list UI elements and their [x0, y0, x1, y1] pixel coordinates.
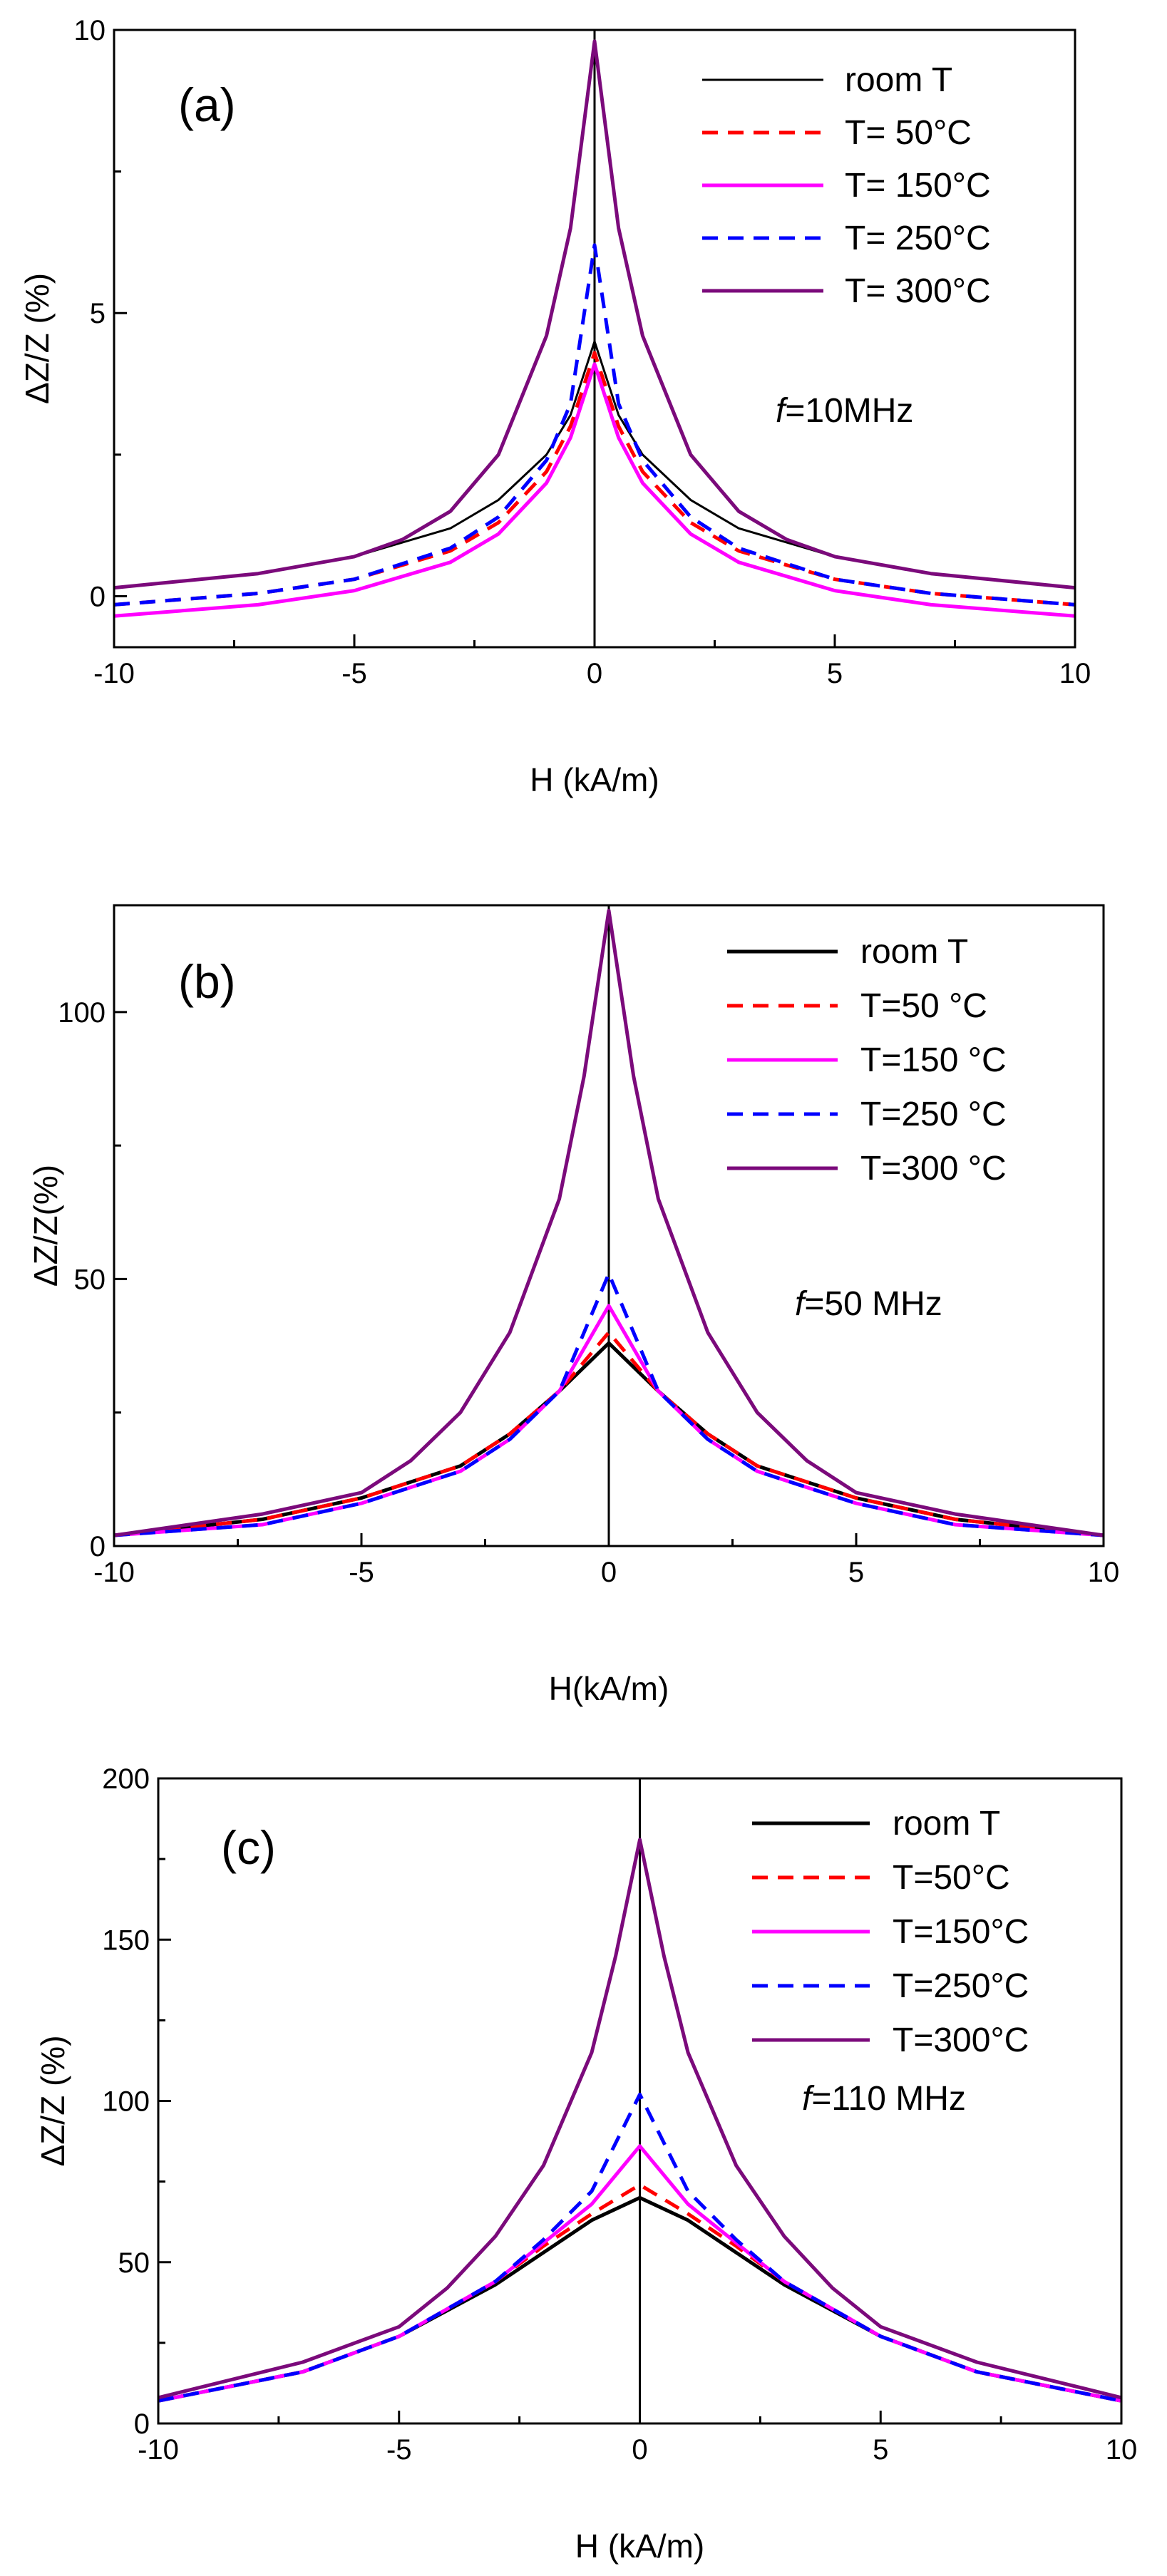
legend-label-2: T=50 °C	[860, 987, 987, 1025]
x-tick-label: 5	[873, 2434, 888, 2466]
y-axis-title: ΔZ/Z (%)	[19, 273, 56, 404]
y-tick-label: 200	[102, 1763, 150, 1795]
legend: room T T= 50°C T= 150°C T= 250°C T= 300°C	[702, 61, 991, 310]
y-tick-label: 150	[102, 1925, 150, 1956]
y-tick-label: 5	[90, 298, 106, 329]
y-tick-label: 0	[134, 2408, 150, 2440]
series-line-5	[114, 909, 1104, 1537]
series-line-4	[114, 243, 1075, 607]
legend-label-1: room T	[845, 61, 952, 99]
legend-label-3: T=150 °C	[860, 1041, 1007, 1079]
legend-label-2: T= 50°C	[845, 114, 972, 152]
legend-label-5: T= 300°C	[845, 272, 991, 310]
x-tick-label: -5	[349, 1557, 374, 1588]
y-tick-label: 50	[74, 1264, 106, 1295]
series-group	[158, 1838, 1121, 2403]
x-tick-label: 10	[1106, 2434, 1138, 2466]
legend-label-4: T=250°C	[893, 1967, 1029, 2005]
frequency-label: f=110 MHz	[802, 2080, 966, 2118]
legend: room T T=50°C T=150°C T=250°C T=300°C	[752, 1805, 1029, 2059]
y-axis-title: ΔZ/Z(%)	[27, 1165, 64, 1287]
x-tick-label: -5	[341, 658, 367, 689]
x-tick-label: 0	[632, 2434, 647, 2466]
x-tick-label: -10	[138, 2434, 179, 2466]
x-axis-title: H(kA/m)	[549, 1670, 669, 1707]
legend-label-5: T=300°C	[893, 2021, 1029, 2059]
series-line-2	[114, 351, 1075, 607]
chart-panel-a: -10 -5 0 5 10 0 5 10 H (kA/m) ΔZ/Z (%) (a) room T T=…	[19, 15, 1091, 798]
legend-label-4: T=250 °C	[860, 1096, 1007, 1133]
frequency-value: =10MHz	[785, 392, 913, 430]
y-tick-label: 100	[58, 997, 106, 1029]
y-tick-label: 0	[90, 581, 106, 612]
panel-label: (b)	[178, 955, 236, 1008]
legend-label-3: T=150°C	[893, 1913, 1029, 1951]
panel-label: (a)	[178, 78, 236, 131]
frequency-value: =110 MHz	[811, 2080, 966, 2118]
x-tick-label: -10	[93, 1557, 135, 1588]
x-tick-label: 10	[1059, 658, 1091, 689]
x-tick-label: 0	[587, 658, 602, 689]
x-axis-title: H (kA/m)	[575, 2528, 704, 2565]
y-tick-label: 10	[74, 15, 106, 46]
y-tick-label: 100	[102, 2086, 150, 2118]
frequency-value: =50 MHz	[804, 1285, 942, 1323]
series-line-4	[158, 2092, 1121, 2403]
x-axis-title: H (kA/m)	[530, 761, 659, 798]
x-tick-label: 0	[601, 1557, 617, 1588]
x-tick-label: -5	[386, 2434, 412, 2466]
series-line-2	[114, 1330, 1104, 1537]
series-line-5	[158, 1838, 1121, 2400]
series-line-1	[114, 340, 1075, 589]
x-tick-label: 10	[1088, 1557, 1120, 1588]
legend: room T T=50 °C T=150 °C T=250 °C T=300 °C	[727, 933, 1007, 1187]
x-tick-label: 5	[848, 1557, 864, 1588]
frequency-label: f=10MHz	[776, 392, 913, 430]
legend-label-1: room T	[860, 933, 968, 971]
x-tick-label: -10	[93, 658, 135, 689]
legend-label-1: room T	[893, 1805, 1000, 1843]
legend-label-3: T= 150°C	[845, 167, 991, 205]
y-axis-title: ΔZ/Z (%)	[34, 2035, 71, 2166]
y-tick-label: 50	[118, 2247, 150, 2279]
panel-label: (c)	[221, 1821, 276, 1874]
series-group	[114, 909, 1104, 1537]
x-tick-label: 5	[827, 658, 843, 689]
legend-label-4: T= 250°C	[845, 220, 991, 257]
series-group	[114, 39, 1075, 618]
series-line-5	[114, 39, 1075, 590]
y-tick-label: 0	[90, 1531, 106, 1562]
series-line-3	[114, 1304, 1104, 1537]
legend-label-5: T=300 °C	[860, 1150, 1007, 1187]
frequency-label: f=50 MHz	[795, 1285, 942, 1323]
series-line-3	[114, 362, 1075, 618]
legend-label-2: T=50°C	[893, 1859, 1010, 1897]
